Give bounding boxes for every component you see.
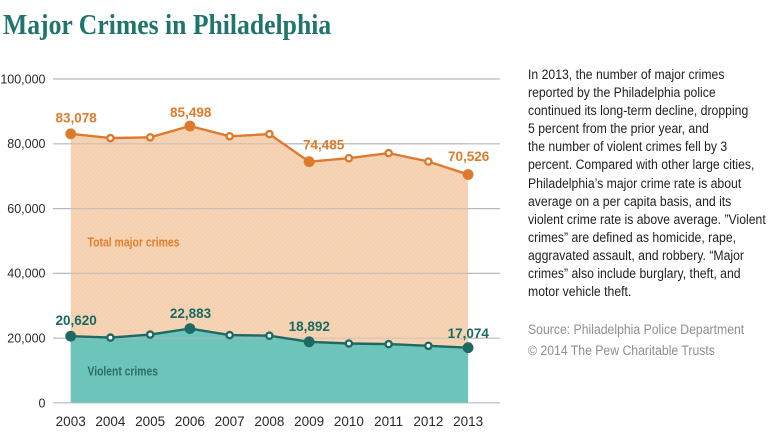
- svg-text:20,000: 20,000: [7, 332, 45, 346]
- svg-text:100,000: 100,000: [0, 72, 45, 86]
- svg-text:2010: 2010: [334, 414, 364, 429]
- svg-text:22,883: 22,883: [170, 306, 212, 321]
- svg-text:2011: 2011: [374, 414, 403, 429]
- svg-text:2004: 2004: [95, 414, 126, 429]
- svg-text:85,498: 85,498: [170, 105, 212, 120]
- svg-text:70,526: 70,526: [448, 149, 490, 164]
- svg-text:2005: 2005: [135, 414, 165, 429]
- svg-text:2003: 2003: [56, 414, 86, 429]
- svg-text:Total major crimes: Total major crimes: [88, 235, 180, 250]
- svg-text:17,074: 17,074: [448, 326, 490, 341]
- svg-text:20,620: 20,620: [56, 313, 97, 328]
- svg-text:74,485: 74,485: [303, 138, 345, 153]
- svg-text:40,000: 40,000: [7, 267, 45, 281]
- svg-text:Violent crimes: Violent crimes: [88, 364, 159, 379]
- svg-text:2006: 2006: [175, 414, 205, 429]
- svg-text:2008: 2008: [254, 414, 284, 429]
- svg-text:2013: 2013: [453, 414, 483, 429]
- svg-text:83,078: 83,078: [56, 111, 98, 126]
- svg-text:0: 0: [39, 396, 46, 410]
- svg-text:80,000: 80,000: [7, 137, 45, 151]
- svg-text:60,000: 60,000: [7, 202, 45, 216]
- svg-text:2009: 2009: [294, 414, 324, 429]
- svg-text:18,892: 18,892: [289, 319, 330, 334]
- svg-text:2012: 2012: [413, 414, 443, 429]
- svg-text:2007: 2007: [215, 414, 245, 429]
